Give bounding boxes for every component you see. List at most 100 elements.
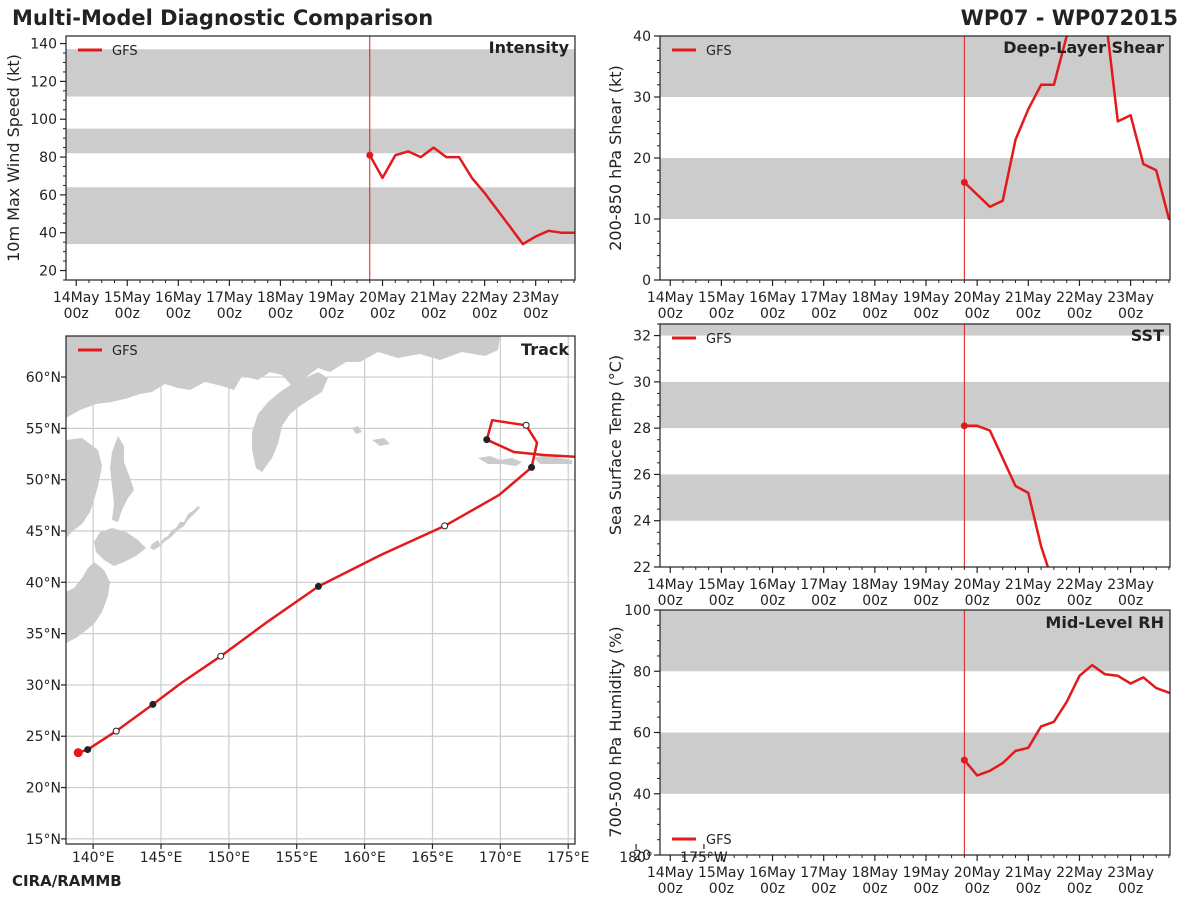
track-lat-label: 25°N bbox=[26, 729, 61, 745]
sst-init-point bbox=[960, 422, 968, 430]
sst-ytick-label: 22 bbox=[633, 560, 651, 576]
shear-legend-label: GFS bbox=[706, 44, 732, 59]
intensity-xtick-label: 16May bbox=[155, 290, 202, 306]
sst-xtick-label: 22May bbox=[1056, 577, 1103, 593]
track-lat-label: 60°N bbox=[26, 370, 61, 386]
rh-xtick-label: 18May bbox=[851, 865, 898, 881]
track-lon-label: 150°E bbox=[208, 850, 251, 866]
shear-xtick-label: 22May bbox=[1056, 290, 1103, 306]
rh-xtick-label: 20May bbox=[954, 865, 1001, 881]
shear-xtick-label: 16May bbox=[749, 290, 796, 306]
sst-xtick-label: 16May bbox=[749, 577, 796, 593]
shear-xtick-label: 00z bbox=[709, 306, 734, 322]
intensity-xtick-label: 00z bbox=[217, 306, 242, 322]
track-lat-label: 15°N bbox=[26, 832, 61, 848]
shear-xtick-label: 00z bbox=[1118, 306, 1143, 322]
land-mainland-asia bbox=[66, 438, 102, 538]
rh-title: Mid-Level RH bbox=[1045, 613, 1164, 632]
shear-ytick-label: 20 bbox=[633, 151, 651, 167]
sst-xtick-label: 18May bbox=[851, 577, 898, 593]
track-marker bbox=[522, 421, 530, 429]
track-lat-label: 55°N bbox=[26, 421, 61, 437]
rh-band-1 bbox=[660, 610, 1170, 672]
sst-xtick-label: 00z bbox=[862, 593, 887, 609]
shear-xtick-label: 00z bbox=[760, 306, 785, 322]
track-title: Track bbox=[521, 340, 569, 359]
sst-xtick-label: 15May bbox=[698, 577, 745, 593]
land-sakhalin bbox=[110, 436, 134, 522]
shear-xtick-label: 00z bbox=[1067, 306, 1092, 322]
intensity-xtick-label: 00z bbox=[523, 306, 548, 322]
intensity-xtick-label: 00z bbox=[421, 306, 446, 322]
shear-xtick-label: 18May bbox=[851, 290, 898, 306]
sst-ylabel: Sea Surface Temp (°C) bbox=[606, 355, 625, 535]
rh-xtick-label: 00z bbox=[1118, 881, 1143, 897]
shear-band-0 bbox=[660, 158, 1170, 219]
sst-xtick-label: 17May bbox=[800, 577, 847, 593]
rh-xtick-label: 14May bbox=[647, 865, 694, 881]
intensity-xtick-label: 17May bbox=[206, 290, 253, 306]
track-lon-label: 175°E bbox=[547, 850, 590, 866]
track-marker bbox=[713, 437, 719, 443]
intensity-xtick-label: 22May bbox=[461, 290, 508, 306]
shear-frame bbox=[659, 35, 1171, 281]
track-marker bbox=[528, 463, 536, 471]
storm-id: WP07 - WP072015 bbox=[960, 6, 1178, 30]
track-marker bbox=[483, 436, 491, 444]
intensity-series-line bbox=[368, 146, 575, 246]
rh-series-line bbox=[963, 663, 1170, 777]
page-title: Multi-Model Diagnostic Comparison bbox=[12, 6, 434, 30]
track-marker bbox=[598, 455, 604, 461]
track-marker bbox=[112, 727, 120, 735]
sst-xtick-label: 00z bbox=[658, 593, 683, 609]
intensity-ytick-label: 20 bbox=[39, 264, 57, 280]
rh-legend-label: GFS bbox=[706, 833, 732, 848]
track-marker bbox=[149, 700, 157, 708]
sst-xtick-label: 23May bbox=[1107, 577, 1154, 593]
sst-xtick-label: 00z bbox=[913, 593, 938, 609]
rh-xtick-label: 21May bbox=[1005, 865, 1052, 881]
land-kamchatka bbox=[252, 372, 328, 472]
shear-xtick-label: 00z bbox=[862, 306, 887, 322]
track-frame bbox=[65, 335, 576, 845]
shear-ytick-label: 30 bbox=[633, 90, 651, 106]
rh-xtick-label: 17May bbox=[800, 865, 847, 881]
credit-label: CIRA/RAMMB bbox=[12, 872, 122, 890]
track-lon-label: 170°E bbox=[479, 850, 522, 866]
shear-xtick-label: 00z bbox=[658, 306, 683, 322]
shear-init-point bbox=[960, 178, 968, 186]
rh-ylabel: 700-500 hPa Humidity (%) bbox=[606, 626, 625, 837]
shear-xtick-label: 14May bbox=[647, 290, 694, 306]
intensity-xtick-label: 18May bbox=[257, 290, 304, 306]
intensity-xtick-label: 21May bbox=[410, 290, 457, 306]
intensity-xtick-label: 15May bbox=[104, 290, 151, 306]
intensity-band-0 bbox=[66, 187, 575, 245]
land-aleutians bbox=[352, 426, 572, 466]
shear-xtick-label: 00z bbox=[811, 306, 836, 322]
track-lon-label: 180° bbox=[619, 850, 653, 866]
rh-xtick-label: 23May bbox=[1107, 865, 1154, 881]
rh-ytick-label: 60 bbox=[633, 726, 651, 742]
track-lon-label: 175°W bbox=[680, 850, 728, 866]
rh-xtick-label: 22May bbox=[1056, 865, 1103, 881]
rh-init-point bbox=[960, 756, 968, 764]
sst-ytick-label: 26 bbox=[633, 467, 651, 483]
track-lon-label: 155°E bbox=[275, 850, 318, 866]
intensity-ytick-label: 40 bbox=[39, 226, 57, 242]
track-lat-label: 30°N bbox=[26, 678, 61, 694]
rh-xtick-label: 00z bbox=[913, 881, 938, 897]
sst-band-2 bbox=[660, 324, 1170, 336]
track-lat-label: 40°N bbox=[26, 575, 61, 591]
intensity-ytick-label: 140 bbox=[30, 37, 57, 53]
rh-xtick-label: 00z bbox=[1016, 881, 1041, 897]
track-lat-label: 20°N bbox=[26, 781, 61, 797]
rh-ytick-label: 80 bbox=[633, 664, 651, 680]
sst-xtick-label: 00z bbox=[1016, 593, 1041, 609]
land-hokkaido bbox=[94, 528, 146, 566]
rh-xtick-label: 15May bbox=[698, 865, 745, 881]
track-marker bbox=[314, 582, 322, 590]
shear-xtick-label: 00z bbox=[965, 306, 990, 322]
sst-legend-label: GFS bbox=[706, 332, 732, 347]
